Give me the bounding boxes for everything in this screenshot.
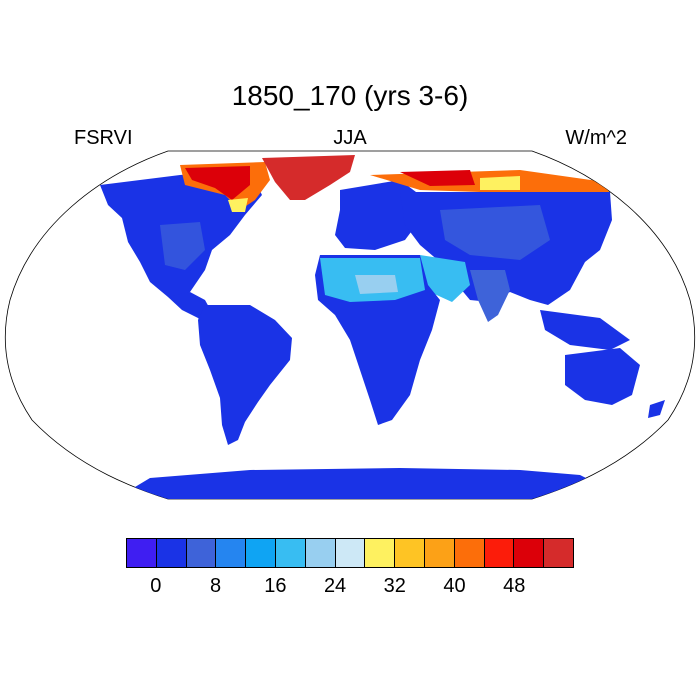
season-label: JJA [333,127,367,149]
colorbar-swatch-7 [335,539,366,567]
colorbar-tick-label: 24 [323,575,347,597]
colorbar-swatch-6 [305,539,336,567]
australia [565,348,640,405]
land-masses [100,155,665,499]
arctic-canada-yellow [228,198,248,212]
se-asia [540,310,630,350]
arctic-russia-yellow [480,176,520,190]
arctic-canada-ice [185,166,250,200]
asia-mid [440,205,550,260]
variable-label: FSRVI [74,127,133,149]
colorbar-swatch-2 [186,539,217,567]
antarctica [130,468,600,499]
europe [335,180,420,250]
north-america-mid [160,222,205,270]
colorbar-tick-label: 40 [443,575,466,597]
colorbar-swatch-0 [127,539,157,567]
colorbar-swatch-5 [275,539,306,567]
new-zealand [648,400,665,418]
colorbar-swatch-4 [246,539,276,567]
colorbar-swatch-13 [514,539,545,567]
map-title: 1850_170 (yrs 3-6) [231,80,469,111]
colorbar-tick-label: 16 [264,575,287,597]
greenland [262,155,355,200]
colorbar [126,538,574,568]
colorbar-swatch-1 [156,539,187,567]
colorbar-swatch-11 [454,539,485,567]
colorbar-tick-label: 32 [383,575,406,597]
colorbar-swatch-9 [395,539,425,567]
colorbar-tick-label: 8 [210,575,222,597]
colorbar-swatch-10 [424,539,455,567]
colorbar-tick-label: 0 [150,575,162,597]
sahara-bright [355,275,398,294]
arctic-russia-red [400,170,475,186]
units-label: W/m^2 [565,127,627,149]
india [470,270,510,322]
colorbar-swatch-12 [484,539,515,567]
colorbar-tick-label: 48 [503,575,526,597]
colorbar-swatch-14 [544,539,573,567]
arabia [420,255,470,302]
south-america [198,305,292,445]
colorbar-swatch-8 [365,539,396,567]
colorbar-swatch-3 [216,539,247,567]
